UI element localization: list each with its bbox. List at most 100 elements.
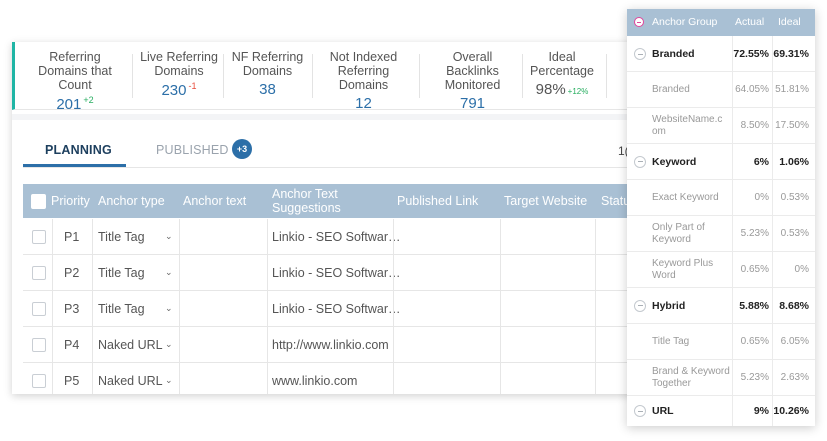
stat-divider [132,54,133,98]
row-anchor-type-select[interactable]: Title Tag [98,229,145,244]
anchor-actual-value: 5.23% [740,228,769,239]
row-target-website[interactable] [504,219,594,254]
collapse-group-icon[interactable] [634,48,646,60]
row-anchor-suggestion[interactable]: http://www.linkio.com [272,337,389,352]
anchor-group-name: Branded [652,48,695,60]
row-target-website[interactable] [504,327,594,362]
tab-published[interactable]: PUBLISHED [156,143,229,157]
stat-nf-referring-domains: NF Referring Domains 38 [230,50,305,98]
row-published-link[interactable] [397,363,497,394]
row-target-website[interactable] [504,363,594,394]
stat-label: Referring Domains that Count [38,50,112,92]
row-anchor-suggestion[interactable]: www.linkio.com [272,373,358,388]
collapse-group-icon[interactable] [634,155,646,168]
select-all-checkbox[interactable] [31,194,46,209]
row-published-link[interactable] [397,255,497,290]
row-published-link[interactable] [397,327,497,362]
row-priority: P3 [64,301,80,316]
anchor-actual-value: 5.88% [739,299,769,312]
anchor-group-row-branded[interactable]: Branded 72.55% 69.31% [627,37,815,72]
tab-divider [23,167,652,168]
tab-planning[interactable]: PLANNING [45,143,112,157]
stat-value: 201 [56,96,82,113]
row-checkbox[interactable] [32,266,46,280]
row-anchor-type-select[interactable]: Naked URL [98,373,163,388]
row-anchor-type-select[interactable]: Naked URL [98,337,163,352]
anchor-actual-value: 0.65% [740,264,769,275]
anchor-item-name: Branded [652,83,690,95]
chevron-down-icon[interactable]: ⌄ [165,375,173,385]
anchor-group-row-hybrid[interactable]: Hybrid 5.88% 8.68% [627,288,815,324]
row-target-website[interactable] [504,291,594,326]
anchor-item-name: Only Part of Keyword [652,221,705,245]
row-priority: P1 [64,229,80,244]
header-anchor-text-suggestions[interactable]: Anchor Text Suggestions [272,187,341,215]
row-anchor-suggestion[interactable]: Linkio - SEO Softwar… [272,301,401,316]
row-anchor-text-input[interactable] [183,255,263,290]
anchor-item-name: Title Tag [652,335,690,347]
anchor-item-name: Keyword Plus Word [652,257,714,281]
stat-value: 98% [535,81,566,98]
anchor-group-row-url[interactable]: URL 9% 10.26% [627,396,815,426]
row-anchor-suggestion[interactable]: Linkio - SEO Softwar… [272,265,401,280]
collapse-group-icon[interactable] [634,405,646,417]
row-anchor-text-input[interactable] [183,363,263,394]
header-status[interactable]: Statu [601,194,631,208]
stat-value: 230 [161,82,187,99]
chevron-down-icon[interactable]: ⌄ [165,339,173,349]
row-anchor-type-select[interactable]: Title Tag [98,301,145,316]
published-count-badge[interactable]: +3 [232,139,252,159]
header-published-link[interactable]: Published Link [397,194,479,208]
row-anchor-text-input[interactable] [183,219,263,254]
stat-value: 38 [259,81,276,98]
anchor-ideal-value: 8.68% [779,299,809,312]
anchor-ideal-value: 69.31% [773,48,809,60]
header-anchor-type[interactable]: Anchor type [98,194,165,208]
anchor-item-name: Brand & Keyword Together [652,365,730,389]
anchor-ideal-value: 10.26% [773,405,809,417]
anchor-actual-value: 9% [753,405,769,417]
header-anchor-text[interactable]: Anchor text [183,194,247,208]
header-target-website[interactable]: Target Website [504,194,588,208]
anchor-item-name: Exact Keyword [652,191,719,203]
anchor-ideal-value: 2.63% [780,372,809,383]
chevron-down-icon[interactable]: ⌄ [165,303,173,313]
anchor-group-name: Keyword [652,155,697,168]
row-priority: P2 [64,265,80,280]
anchor-panel-header: Anchor Group Actual Ideal [627,9,815,36]
stat-referring-domains-count: Referring Domains that Count 201 +2 [25,50,125,113]
stat-label: Ideal Percentage [530,50,594,78]
collapse-group-icon[interactable] [634,299,646,312]
anchor-group-name: Hybrid [652,299,686,312]
anchor-group-row-keyword[interactable]: Keyword 6% 1.06% [627,144,815,180]
stat-delta: +2 [83,95,94,105]
row-checkbox[interactable] [32,302,46,316]
collapse-all-icon[interactable] [634,17,644,27]
row-checkbox[interactable] [32,374,46,388]
row-anchor-text-input[interactable] [183,291,263,326]
chevron-down-icon[interactable]: ⌄ [165,231,173,241]
row-published-link[interactable] [397,219,497,254]
row-priority: P5 [64,373,80,388]
anchor-item-row: Keyword Plus Word 0.65% 0% [627,252,815,288]
anchor-item-row: Only Part of Keyword 5.23% 0.53% [627,216,815,252]
row-anchor-type-select[interactable]: Title Tag [98,265,145,280]
anchor-ideal-value: 0.53% [780,228,809,239]
row-checkbox[interactable] [32,230,46,244]
header-ideal: Ideal [778,16,801,28]
row-anchor-suggestion[interactable]: Linkio - SEO Softwar… [272,229,401,244]
stat-label: Not Indexed Referring Domains [329,50,398,92]
stat-label: Overall Backlinks Monitored [444,50,501,92]
chevron-down-icon[interactable]: ⌄ [165,267,173,277]
table-row: P2 Title Tag ⌄ Linkio - SEO Softwar… [23,255,652,291]
stat-value: 791 [459,95,486,112]
row-target-website[interactable] [504,255,594,290]
stat-divider [312,54,313,98]
header-priority[interactable]: Priority [51,194,90,208]
anchor-actual-value: 64.05% [735,84,769,95]
row-published-link[interactable] [397,291,497,326]
stat-live-referring-domains: Live Referring Domains 230 -1 [140,50,218,99]
anchor-actual-value: 6% [753,155,769,168]
row-checkbox[interactable] [32,338,46,352]
row-anchor-text-input[interactable] [183,327,263,362]
